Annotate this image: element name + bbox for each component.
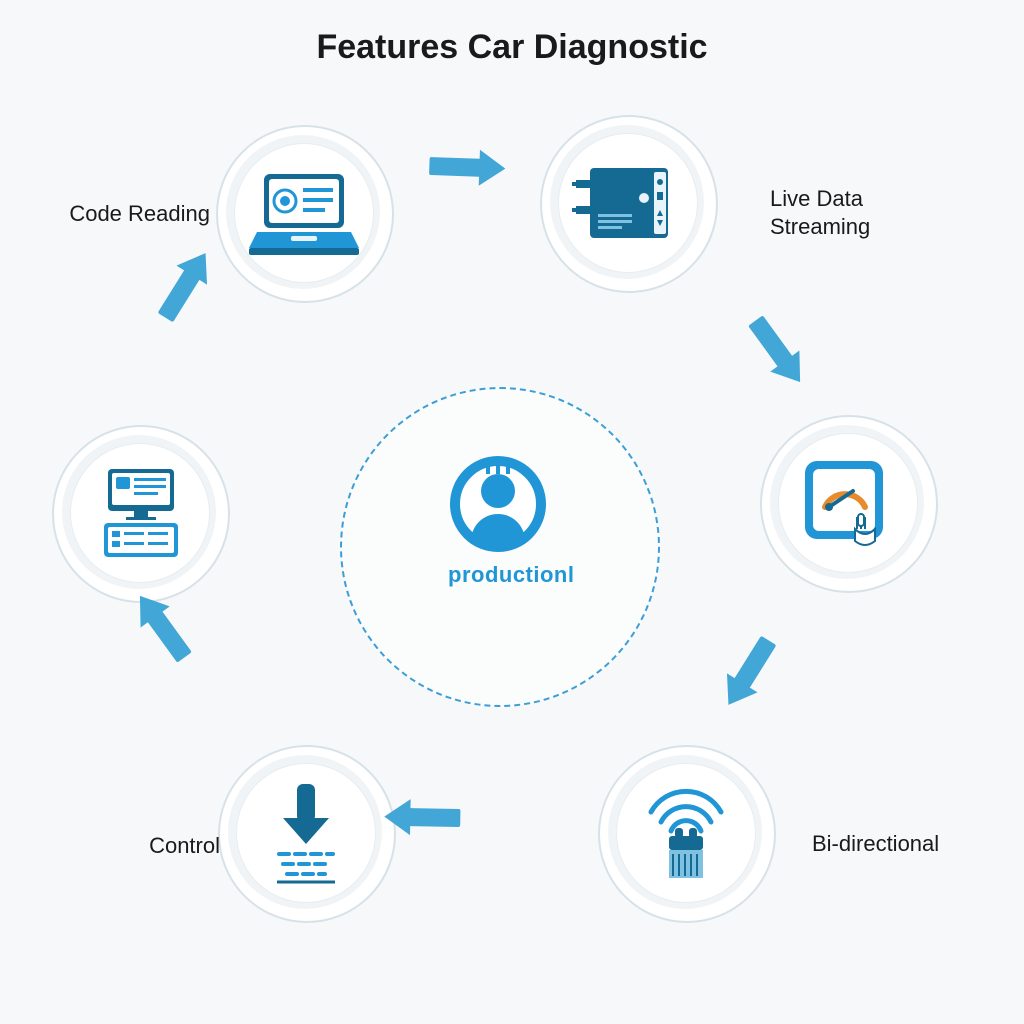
label-bi-directional: Bi-directional bbox=[812, 830, 1002, 858]
monitor-icon bbox=[90, 463, 190, 563]
node-control bbox=[218, 745, 392, 919]
brand-text: productionl bbox=[448, 562, 548, 588]
page-title: Features Car Diagnostic bbox=[0, 28, 1024, 67]
node-gauge bbox=[760, 415, 934, 589]
gauge-icon bbox=[793, 453, 903, 553]
logo-ring bbox=[450, 456, 546, 552]
label-live-data: Live Data Streaming bbox=[770, 185, 960, 241]
node-bi-directional bbox=[598, 745, 772, 919]
node-live-data bbox=[540, 115, 714, 289]
download-icon bbox=[261, 778, 351, 888]
node-code-reading bbox=[216, 125, 390, 299]
label-code-reading: Code Reading bbox=[50, 200, 210, 228]
device-icon bbox=[568, 158, 688, 248]
connector-icon bbox=[631, 778, 741, 888]
laptop-icon bbox=[249, 168, 359, 258]
center-logo: productionl bbox=[448, 456, 548, 588]
label-control: Control bbox=[100, 832, 220, 860]
node-monitor bbox=[52, 425, 226, 599]
